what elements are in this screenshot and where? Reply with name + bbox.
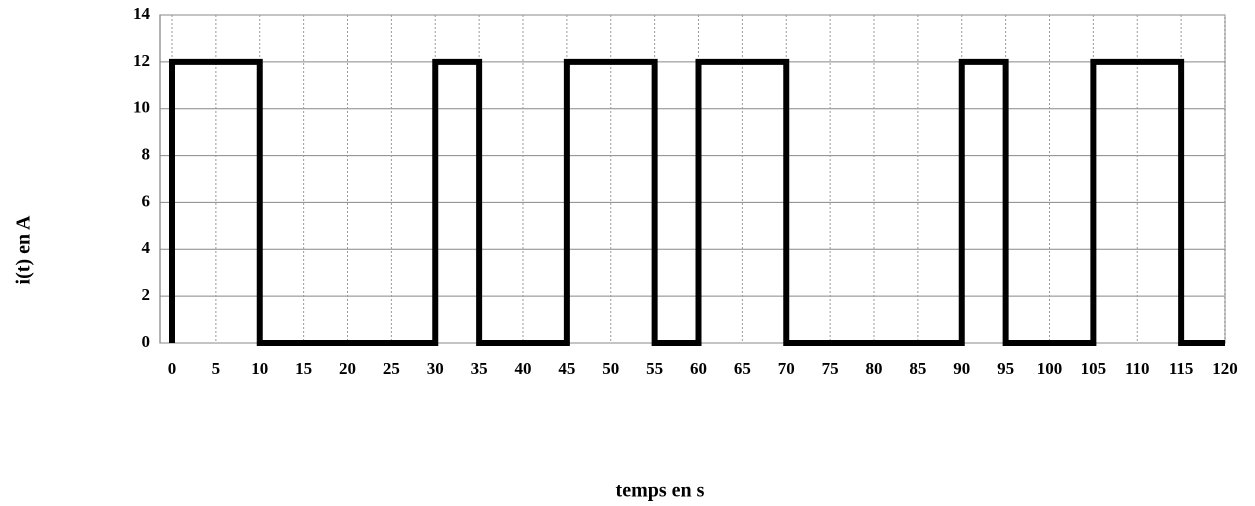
y-tick-label: 8 [142, 144, 151, 163]
x-tick-label: 115 [1169, 359, 1194, 378]
x-tick-label: 30 [427, 359, 444, 378]
x-tick-label: 40 [515, 359, 532, 378]
x-tick-label: 120 [1212, 359, 1238, 378]
x-tick-label: 20 [339, 359, 356, 378]
x-tick-label: 100 [1037, 359, 1063, 378]
data-line [169, 58, 1225, 346]
x-tick-label: 10 [251, 359, 268, 378]
y-tick-label: 4 [142, 238, 151, 257]
x-tick-label: 5 [212, 359, 221, 378]
y-tick-label: 6 [142, 191, 151, 210]
x-axis-label: temps en s [616, 480, 705, 502]
y-tick-label: 12 [133, 51, 150, 70]
x-tick-label: 95 [997, 359, 1014, 378]
x-tick-label: 70 [778, 359, 795, 378]
x-tick-label: 55 [646, 359, 663, 378]
y-axis-label: i(t) en A [13, 215, 35, 284]
x-tick-label: 0 [168, 359, 177, 378]
x-tick-label: 110 [1125, 359, 1150, 378]
x-tick-label: 75 [822, 359, 839, 378]
plot-frame [159, 14, 1226, 344]
x-tick-label: 65 [734, 359, 751, 378]
x-tick-label: 50 [602, 359, 619, 378]
x-tick-label: 45 [558, 359, 575, 378]
x-tick-label: 25 [383, 359, 400, 378]
y-tick-label: 0 [142, 332, 151, 351]
x-tick-label: 15 [295, 359, 312, 378]
x-tick-label: 80 [866, 359, 883, 378]
y-tick-label: 2 [142, 285, 151, 304]
x-tick-label: 60 [690, 359, 707, 378]
x-tick-label: 35 [471, 359, 488, 378]
y-tick-label: 10 [133, 98, 150, 117]
y-tick-label: 14 [133, 4, 151, 23]
x-tick-label: 85 [909, 359, 926, 378]
x-tick-label: 105 [1081, 359, 1107, 378]
x-tick-label: 90 [953, 359, 970, 378]
